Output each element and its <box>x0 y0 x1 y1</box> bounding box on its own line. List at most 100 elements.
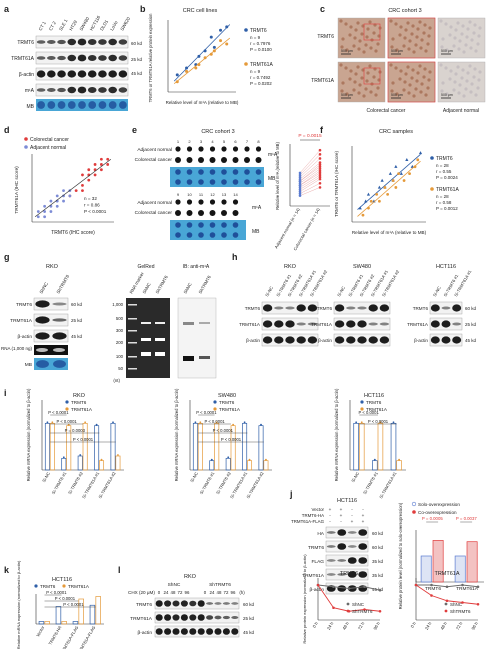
mb-band <box>37 101 45 109</box>
line-point <box>378 588 382 592</box>
line-point <box>445 585 449 589</box>
bar <box>77 455 83 471</box>
bar <box>358 422 365 471</box>
scale-label: 500 μm <box>391 49 403 53</box>
blot-band <box>347 545 357 548</box>
scatter-point <box>225 42 229 46</box>
ihc-texture <box>403 80 407 84</box>
ihc-texture <box>477 78 481 82</box>
regression-line <box>173 24 231 82</box>
time-label: 96 <box>185 590 190 595</box>
bar <box>38 621 45 625</box>
blot-band <box>164 628 172 635</box>
blot-band <box>214 615 222 620</box>
ihc-texture <box>441 81 445 85</box>
dot <box>186 157 193 163</box>
ladder-band <box>128 318 137 320</box>
legend-label: Adjacent normal <box>30 145 66 151</box>
ihc-texture <box>354 72 358 76</box>
ihc-texture <box>369 90 373 94</box>
mb-dot <box>209 232 216 238</box>
mw-label: 45 kd <box>465 338 477 343</box>
lane-label: LoVo <box>109 20 119 32</box>
lane-label: SW480 <box>79 16 91 32</box>
blot-band <box>77 38 87 46</box>
gel-title: GelRed <box>138 264 155 270</box>
scatter-point <box>378 199 381 203</box>
blot-strip-TRMT6 <box>325 540 369 553</box>
scatter-point <box>106 163 110 166</box>
sign-mark: - <box>340 519 342 524</box>
dot <box>244 146 250 152</box>
scale-label: 500 μm <box>441 93 453 97</box>
x-tick-label: Si-TRMT61A #1 <box>378 470 398 499</box>
blot-band <box>214 628 222 635</box>
bar <box>242 422 248 471</box>
ladder-band <box>128 304 137 306</box>
ib-image <box>177 297 217 379</box>
blot-label: TRMT6 <box>308 545 324 551</box>
bar-point <box>46 421 49 424</box>
blot-band <box>189 614 197 621</box>
x-tick-label: Si-NC <box>350 471 360 483</box>
legend-marker <box>444 602 448 606</box>
chart-title: CRC cell lines <box>183 8 218 14</box>
mb-dot <box>198 179 204 185</box>
cell-line-label: SW480 <box>353 264 371 270</box>
row-label: Colorectal cancer <box>135 210 173 216</box>
blot-band <box>206 628 214 635</box>
pair-line <box>299 166 321 182</box>
ihc-texture <box>458 39 462 43</box>
sample-number: 4 <box>211 139 214 144</box>
line-point <box>476 602 480 606</box>
ihc-texture <box>410 76 414 80</box>
gel-band <box>141 352 151 356</box>
ihc-texture <box>469 90 473 94</box>
ihc-texture <box>458 83 462 87</box>
mw-label: 25 kd <box>131 57 143 62</box>
ihc-texture <box>416 27 420 31</box>
x-tick-label: Si-NC <box>189 471 199 483</box>
ihc-texture <box>344 22 348 26</box>
pair-line <box>299 176 321 190</box>
bar-point <box>392 421 395 424</box>
panel-letter: g <box>4 252 10 262</box>
mb-dot <box>186 169 193 175</box>
blot-label: TRMT6 <box>136 602 152 608</box>
sample-number: 10 <box>187 192 192 197</box>
blot-band <box>36 40 46 44</box>
scatter-point <box>298 177 302 181</box>
dot <box>232 157 239 163</box>
ihc-texture <box>466 27 470 31</box>
sample-number: 3 <box>200 139 203 144</box>
legend-marker <box>346 602 350 606</box>
blot-band <box>118 87 128 93</box>
blot-band <box>368 304 378 312</box>
bar-point <box>79 454 82 456</box>
regression-line <box>357 160 421 217</box>
ihc-texture <box>365 35 369 39</box>
legend-marker <box>34 584 38 588</box>
ihc-texture <box>339 19 343 23</box>
mb-dot <box>186 179 193 185</box>
ib-title: IB: anti-m¹A <box>183 264 210 270</box>
scatter-point <box>106 157 110 161</box>
stat-text: r = 0.86 <box>84 203 100 208</box>
bar-point <box>260 423 262 426</box>
lane-label: CT 2 <box>48 20 57 31</box>
regression-line <box>357 153 421 210</box>
ib-band <box>199 356 210 359</box>
ihc-texture <box>349 69 353 73</box>
scatter-point <box>391 179 395 182</box>
blot-band <box>36 70 46 78</box>
scatter-point <box>318 169 322 173</box>
mb-dot <box>244 169 250 175</box>
ihc-texture <box>465 79 469 83</box>
legend-label: Co-overexpression <box>418 510 457 515</box>
ihc-texture <box>390 45 394 49</box>
lane-label: DLD1 <box>99 19 109 32</box>
bar-point <box>210 458 213 461</box>
lane-label: Si-TRMT61A #1 <box>453 269 473 298</box>
column-label: Colorectal cancer <box>367 108 406 114</box>
blot-band <box>358 543 368 550</box>
